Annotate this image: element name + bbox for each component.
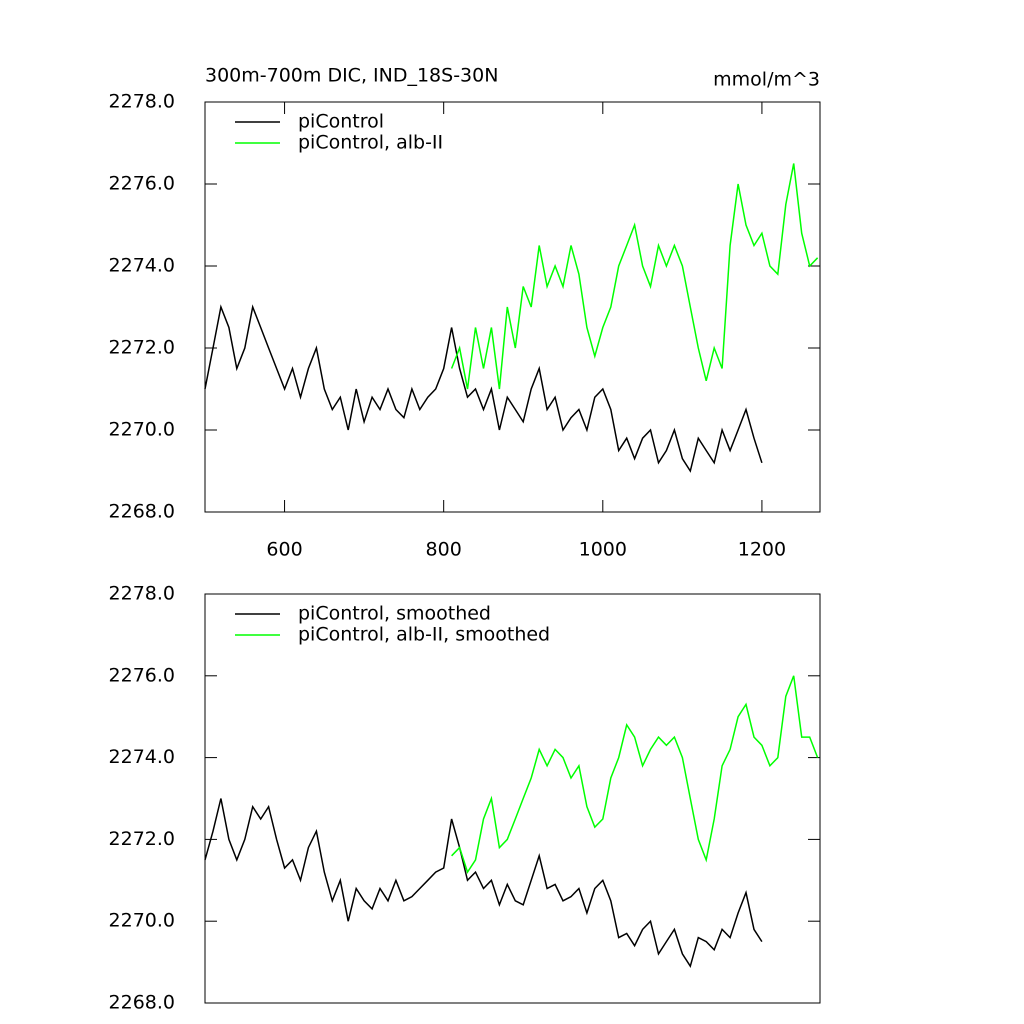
legend-label: piControl <box>298 111 384 133</box>
data-line <box>451 675 819 874</box>
plot-frame <box>204 101 821 513</box>
data-line <box>450 163 819 390</box>
legend-label: piControl, alb-II <box>298 132 443 154</box>
units-label: mmol/m^3 <box>713 69 820 91</box>
legend-label: piControl, alb-II, smoothed <box>298 624 550 646</box>
y-tick-label: 2278.0 <box>109 91 175 113</box>
plot-frame <box>204 593 821 1004</box>
y-tick-label: 2276.0 <box>109 173 175 195</box>
y-tick-label: 2268.0 <box>109 992 175 1014</box>
x-tick-label: 1000 <box>579 539 627 561</box>
x-tick-label: 600 <box>266 539 302 561</box>
y-tick-label: 2268.0 <box>109 501 175 523</box>
y-tick-label: 2272.0 <box>109 828 175 850</box>
y-tick-label: 2270.0 <box>109 419 175 441</box>
y-tick-label: 2272.0 <box>109 337 175 359</box>
y-tick-label: 2270.0 <box>109 910 175 932</box>
legend-label: piControl, smoothed <box>298 603 491 625</box>
data-line <box>204 798 763 969</box>
y-tick-label: 2274.0 <box>109 255 175 277</box>
data-line <box>204 304 763 473</box>
y-tick-label: 2276.0 <box>109 664 175 686</box>
y-tick-label: 2274.0 <box>109 746 175 768</box>
x-tick-label: 800 <box>426 539 462 561</box>
x-tick-label: 1200 <box>738 539 786 561</box>
chart-title: 300m-700m DIC, IND_18S-30N <box>205 65 498 87</box>
y-tick-label: 2278.0 <box>109 583 175 605</box>
